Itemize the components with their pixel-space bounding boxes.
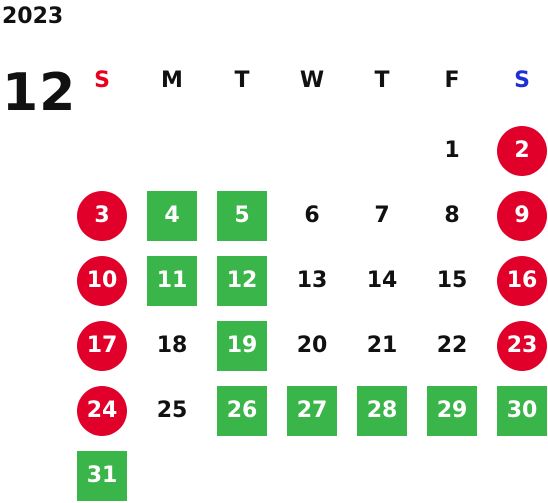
calendar-day-7[interactable]: 7 — [374, 203, 390, 228]
calendar-day-21[interactable]: 21 — [366, 333, 398, 358]
calendar-day-24[interactable]: 24 — [77, 386, 127, 436]
calendar-day-12[interactable]: 12 — [217, 256, 267, 306]
calendar-day-31[interactable]: 31 — [77, 451, 127, 501]
calendar-day-6[interactable]: 6 — [304, 203, 320, 228]
calendar-day-11[interactable]: 11 — [147, 256, 197, 306]
calendar-month: 12 — [2, 63, 77, 123]
calendar-day-9[interactable]: 9 — [497, 191, 547, 241]
calendar-day-8[interactable]: 8 — [444, 203, 460, 228]
calendar-day-19[interactable]: 19 — [217, 321, 267, 371]
weekday-label-sat: S — [514, 68, 530, 93]
calendar-day-1[interactable]: 1 — [444, 138, 460, 163]
calendar-day-17[interactable]: 17 — [77, 321, 127, 371]
calendar-day-18[interactable]: 18 — [156, 333, 188, 358]
calendar-day-22[interactable]: 22 — [436, 333, 468, 358]
calendar-day-13[interactable]: 13 — [296, 268, 328, 293]
calendar-day-3[interactable]: 3 — [77, 191, 127, 241]
calendar-day-23[interactable]: 23 — [497, 321, 547, 371]
weekday-label-thu: T — [374, 68, 390, 93]
weekday-label-sun: S — [94, 68, 110, 93]
calendar-day-27[interactable]: 27 — [287, 386, 337, 436]
calendar-day-28[interactable]: 28 — [357, 386, 407, 436]
calendar-day-29[interactable]: 29 — [427, 386, 477, 436]
weekday-label-wed: W — [299, 68, 325, 93]
calendar-day-5[interactable]: 5 — [217, 191, 267, 241]
calendar-day-14[interactable]: 14 — [366, 268, 398, 293]
calendar-day-16[interactable]: 16 — [497, 256, 547, 306]
calendar-day-20[interactable]: 20 — [296, 333, 328, 358]
calendar-day-10[interactable]: 10 — [77, 256, 127, 306]
calendar-day-25[interactable]: 25 — [156, 398, 188, 423]
calendar-day-15[interactable]: 15 — [436, 268, 468, 293]
weekday-label-mon: M — [161, 68, 183, 93]
weekday-label-tue: T — [234, 68, 250, 93]
calendar-day-2[interactable]: 2 — [497, 126, 547, 176]
calendar-day-30[interactable]: 30 — [497, 386, 547, 436]
calendar-year: 2023 — [2, 4, 64, 29]
calendar-day-4[interactable]: 4 — [147, 191, 197, 241]
weekday-label-fri: F — [444, 68, 460, 93]
calendar-day-26[interactable]: 26 — [217, 386, 267, 436]
